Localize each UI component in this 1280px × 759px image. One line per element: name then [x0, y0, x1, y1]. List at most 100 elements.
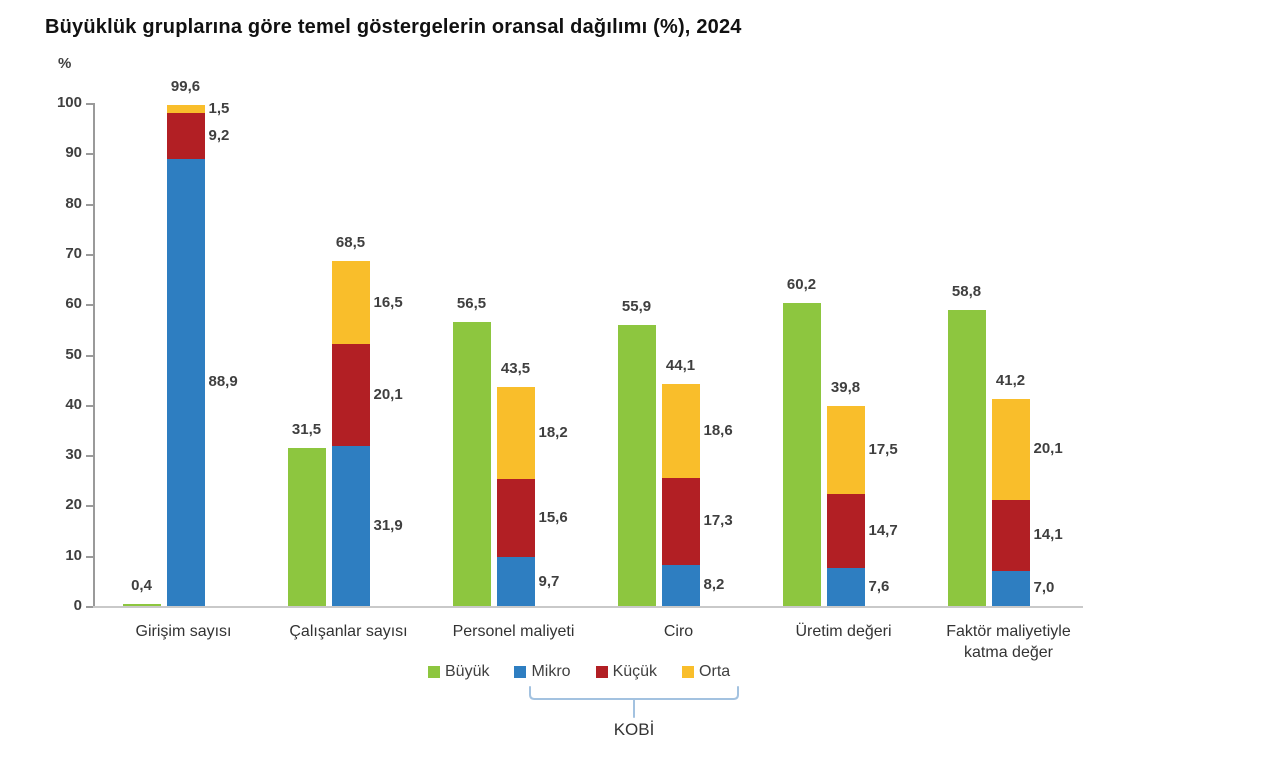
bar-buyuk-calisanlar-sayisi [287, 447, 326, 606]
value-label-mikro-calisanlar-sayisi: 31,9 [373, 516, 403, 534]
value-label-orta-personel-maliyeti: 18,2 [538, 423, 568, 441]
bar-orta-girisim-sayisi [166, 105, 205, 113]
y-tick-label-90: 90 [65, 144, 82, 162]
y-tick-mark-0 [86, 606, 93, 608]
bar-buyuk-personel-maliyeti [452, 321, 491, 606]
x-axis-line [93, 606, 1083, 608]
stack-total-label-faktor-maliyetiyle-katma-deger: 41,2 [995, 371, 1026, 389]
value-label-kucuk-calisanlar-sayisi: 20,1 [373, 385, 403, 403]
legend-label-mikro: Mikro [531, 663, 571, 680]
legend-label-buyuk: Büyük [445, 663, 490, 680]
value-label-buyuk-faktor-maliyetiyle-katma-deger: 58,8 [951, 283, 982, 301]
bar-kucuk-faktor-maliyetiyle-katma-deger [991, 499, 1030, 571]
y-tick-mark-30 [86, 455, 93, 458]
bar-kucuk-girisim-sayisi [166, 112, 205, 159]
bar-mikro-girisim-sayisi [166, 158, 205, 606]
y-tick-label-10: 10 [65, 546, 82, 564]
bar-buyuk-girisim-sayisi [122, 603, 161, 606]
legend-label-kucuk: Küçük [612, 663, 658, 680]
bar-kucuk-calisanlar-sayisi [331, 344, 370, 446]
bar-buyuk-uretim-degeri [782, 303, 821, 606]
legend-item-kucuk: Küçük [595, 663, 658, 681]
bar-mikro-faktor-maliyetiyle-katma-deger [991, 570, 1030, 606]
value-label-mikro-uretim-degeri: 7,6 [868, 577, 890, 595]
y-tick-mark-100 [86, 103, 93, 105]
bar-orta-personel-maliyeti [496, 387, 535, 479]
value-label-kucuk-personel-maliyeti: 15,6 [538, 508, 568, 526]
y-axis-unit-label: % [58, 55, 72, 72]
bar-orta-faktor-maliyetiyle-katma-deger [991, 398, 1030, 500]
category-label-personel-maliyeti: Personel maliyeti [452, 623, 575, 640]
y-tick-label-100: 100 [56, 94, 82, 111]
value-label-kucuk-ciro: 17,3 [703, 512, 733, 530]
stack-total-label-personel-maliyeti: 43,5 [500, 360, 531, 378]
legend-swatch-orta [682, 666, 695, 678]
legend-item-mikro: Mikro [514, 663, 571, 681]
y-tick-label-50: 50 [65, 345, 82, 363]
bar-mikro-ciro [661, 564, 700, 606]
legend-item-orta: Orta [682, 663, 730, 681]
bar-kucuk-ciro [661, 477, 700, 565]
category-label-faktor-maliyetiyle-katma-deger: Faktör maliyetiyle katma değer [946, 623, 1071, 662]
stack-total-label-ciro: 44,1 [665, 357, 696, 375]
stack-total-label-girisim-sayisi: 99,6 [170, 78, 201, 95]
y-tick-mark-50 [86, 354, 93, 357]
category-label-ciro: Ciro [663, 623, 694, 640]
value-label-mikro-personel-maliyeti: 9,7 [538, 572, 560, 590]
bar-buyuk-faktor-maliyetiyle-katma-deger [947, 310, 986, 606]
value-label-orta-faktor-maliyetiyle-katma-deger: 20,1 [1033, 440, 1063, 458]
value-label-mikro-girisim-sayisi: 88,9 [208, 373, 238, 391]
category-label-calisanlar-sayisi: Çalışanlar sayısı [289, 623, 408, 640]
value-label-orta-uretim-degeri: 17,5 [868, 440, 898, 458]
y-axis-line [93, 103, 95, 608]
stack-total-label-uretim-degeri: 39,8 [830, 378, 861, 396]
value-label-kucuk-uretim-degeri: 14,7 [868, 521, 898, 539]
value-label-buyuk-uretim-degeri: 60,2 [786, 276, 817, 294]
bar-kucuk-uretim-degeri [826, 493, 865, 568]
y-tick-label-70: 70 [65, 244, 82, 262]
value-label-kucuk-girisim-sayisi: 9,2 [208, 126, 230, 144]
bar-mikro-uretim-degeri [826, 567, 865, 606]
category-label-girisim-sayisi: Girişim sayısı [135, 623, 232, 640]
bar-buyuk-ciro [617, 324, 656, 606]
bar-mikro-calisanlar-sayisi [331, 445, 370, 606]
value-label-buyuk-girisim-sayisi: 0,4 [131, 576, 152, 594]
y-tick-label-30: 30 [65, 446, 82, 464]
bar-mikro-personel-maliyeti [496, 557, 535, 606]
y-tick-label-60: 60 [65, 295, 82, 313]
y-tick-mark-80 [86, 203, 93, 206]
value-label-buyuk-ciro: 55,9 [621, 297, 652, 315]
y-tick-mark-20 [86, 505, 93, 508]
legend-swatch-buyuk [428, 666, 440, 678]
value-label-kucuk-faktor-maliyetiyle-katma-deger: 14,1 [1033, 526, 1063, 544]
y-tick-mark-40 [86, 404, 93, 407]
y-tick-label-20: 20 [65, 496, 82, 514]
kobi-group-label: KOBİ [613, 720, 655, 739]
y-tick-label-80: 80 [65, 194, 82, 212]
value-label-buyuk-personel-maliyeti: 56,5 [456, 294, 487, 312]
value-label-orta-ciro: 18,6 [703, 421, 733, 439]
category-label-uretim-degeri: Üretim değeri [795, 623, 892, 640]
value-label-buyuk-calisanlar-sayisi: 31,5 [291, 420, 322, 438]
bar-orta-ciro [661, 384, 700, 478]
chart-title: Büyüklük gruplarına göre temel göstergel… [45, 16, 742, 38]
bar-orta-uretim-degeri [826, 405, 865, 494]
legend-swatch-kucuk [595, 666, 608, 678]
y-tick-mark-70 [86, 253, 93, 256]
y-tick-label-0: 0 [73, 597, 82, 614]
stack-total-label-calisanlar-sayisi: 68,5 [335, 234, 366, 252]
value-label-orta-girisim-sayisi: 1,5 [208, 99, 230, 117]
legend-label-orta: Orta [699, 663, 731, 680]
legend-swatch-mikro [514, 666, 527, 678]
bar-kucuk-personel-maliyeti [496, 478, 535, 558]
legend: Büyük Mikro Küçük Orta [428, 663, 730, 681]
y-tick-mark-60 [86, 304, 93, 307]
value-label-mikro-ciro: 8,2 [703, 576, 725, 594]
y-tick-label-40: 40 [65, 395, 82, 413]
value-label-mikro-faktor-maliyetiyle-katma-deger: 7,0 [1033, 579, 1055, 597]
legend-item-buyuk: Büyük [428, 663, 489, 681]
value-label-orta-calisanlar-sayisi: 16,5 [373, 293, 403, 311]
bar-orta-calisanlar-sayisi [331, 261, 370, 345]
y-tick-mark-10 [86, 555, 93, 558]
